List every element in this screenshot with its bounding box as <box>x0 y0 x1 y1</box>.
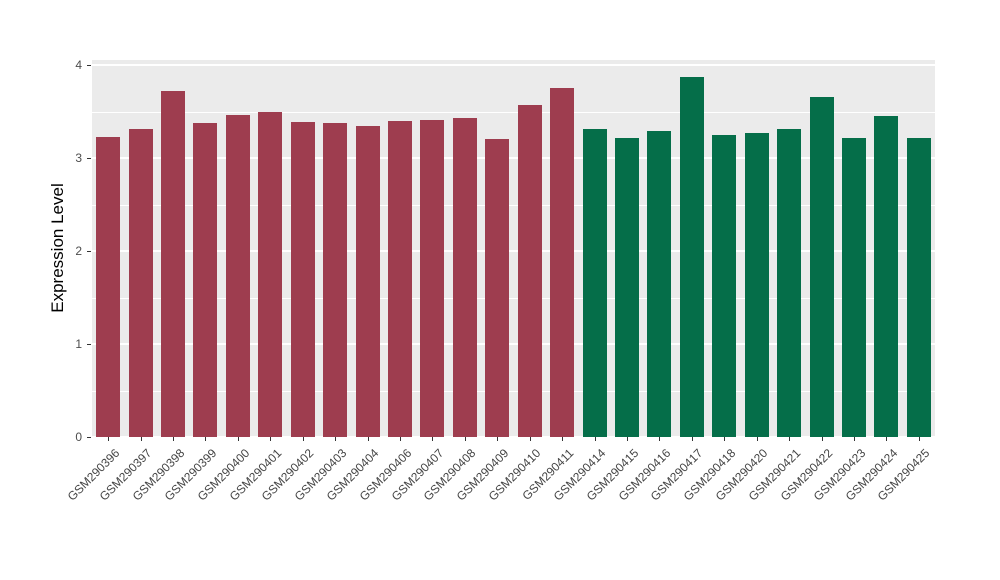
bar <box>517 104 542 437</box>
minor-gridline <box>92 297 935 299</box>
bar <box>906 138 931 437</box>
y-tick-label: 1 <box>75 337 82 351</box>
y-tick-label: 0 <box>75 430 82 444</box>
x-tick-mark <box>400 437 402 441</box>
major-gridline <box>92 157 935 159</box>
bar <box>744 132 769 437</box>
bar <box>647 131 672 437</box>
y-tick-mark <box>87 64 91 66</box>
minor-gridline <box>92 111 935 113</box>
bar <box>679 77 704 437</box>
x-tick-mark <box>529 437 531 441</box>
bar <box>128 129 153 437</box>
bar <box>550 88 575 437</box>
x-tick-mark <box>335 437 337 441</box>
bar <box>809 96 834 437</box>
x-tick-mark <box>464 437 466 441</box>
bar <box>582 129 607 437</box>
x-tick-mark <box>432 437 434 441</box>
bar <box>193 122 218 437</box>
y-tick-mark <box>87 157 91 159</box>
y-tick-label: 2 <box>75 244 82 258</box>
x-tick-mark <box>918 437 920 441</box>
y-tick-label: 3 <box>75 151 82 165</box>
x-tick-mark <box>756 437 758 441</box>
bar <box>420 119 445 437</box>
x-tick-mark <box>237 437 239 441</box>
chart-panel <box>92 60 935 438</box>
major-gridline <box>92 436 935 438</box>
bar <box>225 115 250 437</box>
y-tick-mark <box>87 343 91 345</box>
major-gridline <box>92 343 935 345</box>
x-tick-mark <box>173 437 175 441</box>
x-tick-mark <box>626 437 628 441</box>
bar <box>161 91 186 437</box>
bar <box>258 111 283 437</box>
bar <box>355 126 380 437</box>
x-tick-mark <box>691 437 693 441</box>
bar <box>777 129 802 437</box>
bar <box>388 120 413 437</box>
x-tick-mark <box>594 437 596 441</box>
x-tick-mark <box>140 437 142 441</box>
x-tick-mark <box>789 437 791 441</box>
x-tick-mark <box>302 437 304 441</box>
bar <box>323 122 348 437</box>
x-tick-mark <box>724 437 726 441</box>
bar <box>841 137 866 437</box>
bar <box>614 137 639 437</box>
x-tick-mark <box>108 437 110 441</box>
x-tick-mark <box>497 437 499 441</box>
y-tick-label: 4 <box>75 58 82 72</box>
bar <box>290 121 315 437</box>
major-gridline <box>92 250 935 252</box>
y-tick-mark <box>87 250 91 252</box>
bar <box>452 118 477 437</box>
bar <box>485 139 510 437</box>
x-tick-mark <box>659 437 661 441</box>
bar <box>874 116 899 437</box>
x-tick-mark <box>270 437 272 441</box>
x-tick-mark <box>367 437 369 441</box>
x-tick-mark <box>205 437 207 441</box>
x-tick-mark <box>821 437 823 441</box>
x-tick-mark <box>562 437 564 441</box>
y-tick-mark <box>87 436 91 438</box>
bar <box>96 136 121 437</box>
minor-gridline <box>92 390 935 392</box>
x-tick-mark <box>886 437 888 441</box>
bar <box>712 134 737 437</box>
minor-gridline <box>92 204 935 206</box>
major-gridline <box>92 64 935 66</box>
x-tick-mark <box>853 437 855 441</box>
